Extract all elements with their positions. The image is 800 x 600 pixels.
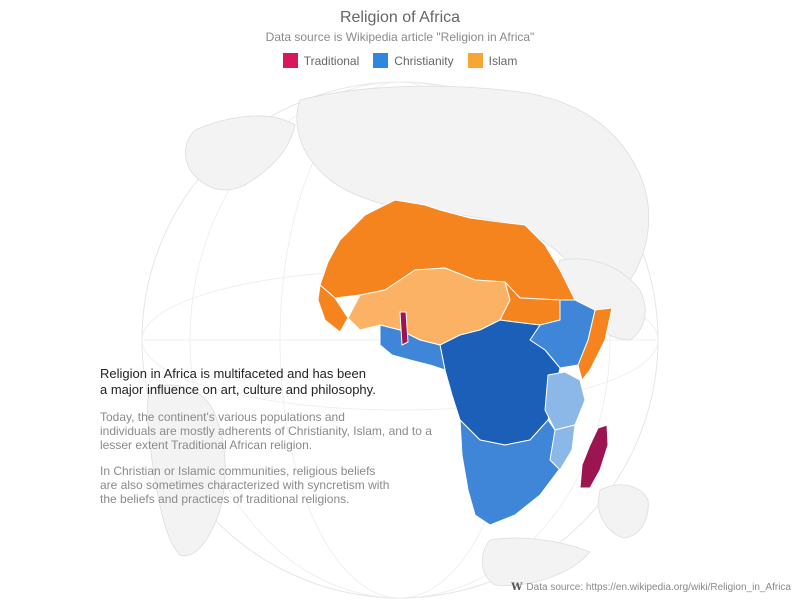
legend-item-islam[interactable]: Islam (467, 53, 518, 68)
legend-label-traditional: Traditional (303, 53, 360, 68)
mozambique-christianity-region[interactable] (549, 424, 576, 471)
australia-landmass (597, 484, 649, 539)
legend-label-christianity: Christianity (394, 53, 454, 68)
description-block: Religion in Africa is multifaceted and h… (100, 366, 440, 518)
legend-item-traditional[interactable]: Traditional (282, 53, 360, 68)
credits-link[interactable]: W Data source: https://en.wikipedia.org/… (511, 582, 791, 593)
legend-swatch-islam (467, 53, 483, 68)
para2-line-2: are also sometimes characterized with sy… (100, 478, 390, 492)
legend: Traditional Christianity Islam (0, 53, 800, 68)
para2-line-1: In Christian or Islamic communities, rel… (100, 464, 376, 478)
south-america-landmass (147, 384, 226, 557)
other-continents (147, 85, 650, 586)
africa-countries[interactable] (317, 199, 613, 526)
chart-title: Religion of Africa (339, 9, 461, 26)
lead-line-1: Religion in Africa is multifaceted and h… (100, 366, 366, 381)
legend-label-islam: Islam (488, 53, 518, 68)
legend-item-christianity[interactable]: Christianity (373, 53, 454, 68)
para2-line-3: the beliefs and practices of traditional… (100, 492, 350, 506)
tanzania-christianity-region[interactable] (544, 371, 586, 431)
west-coast-islam-region[interactable] (317, 284, 349, 333)
description-paragraph-2: In Christian or Islamic communities, rel… (100, 464, 440, 506)
description-lead: Religion in Africa is multifaceted and h… (100, 366, 440, 398)
para1-line-3: lesser extent Traditional African religi… (100, 438, 313, 452)
credits-text: Data source: https://en.wikipedia.org/wi… (526, 582, 791, 593)
madagascar-traditional-region[interactable] (579, 424, 609, 489)
togo-traditional-region[interactable] (399, 311, 409, 346)
para1-line-2: individuals are mostly adherents of Chri… (100, 424, 432, 438)
lead-line-2: a major influence on art, culture and ph… (100, 382, 376, 397)
legend-swatch-christianity (373, 53, 389, 68)
chart-subtitle: Data source is Wikipedia article "Religi… (265, 30, 535, 44)
greenland-landmass (185, 115, 296, 191)
legend-swatch-traditional (282, 53, 298, 68)
para1-line-1: Today, the continent's various populatio… (100, 410, 345, 424)
guinea-coast-christianity-region[interactable] (379, 324, 446, 371)
antarctica-landmass (481, 537, 591, 586)
wikipedia-icon: W (511, 582, 523, 593)
description-paragraph-1: Today, the continent's various populatio… (100, 410, 440, 452)
